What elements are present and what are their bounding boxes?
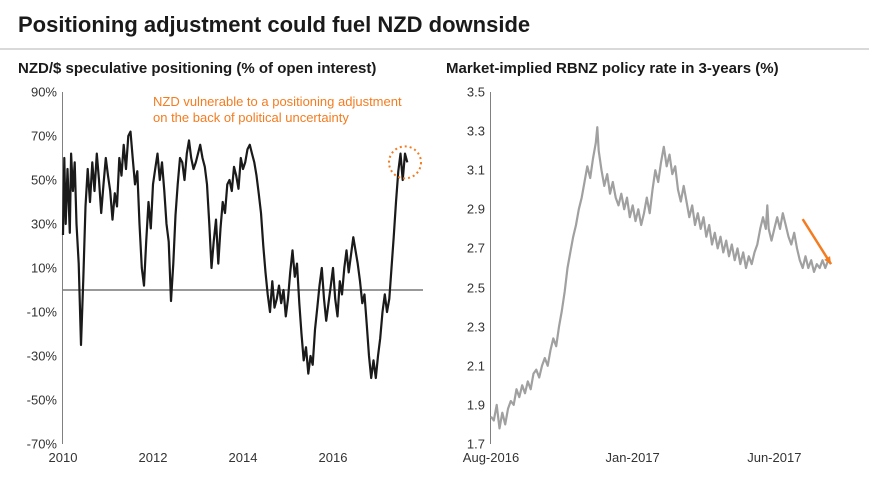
- left-chart-title: NZD/$ speculative positioning (% of open…: [12, 60, 432, 77]
- y-tick-label: 3.1: [467, 163, 485, 178]
- y-tick-label: -10%: [27, 305, 57, 320]
- left-annotation: NZD vulnerable to a positioning adjustme…: [153, 94, 402, 127]
- y-tick-label: 1.9: [467, 397, 485, 412]
- x-tick-label: Aug-2016: [463, 450, 519, 465]
- x-tick-label: 2016: [319, 450, 348, 465]
- y-tick-label: 3.3: [467, 124, 485, 139]
- series-line: [63, 132, 407, 378]
- x-tick-label: Jun-2017: [747, 450, 801, 465]
- series-line: [491, 127, 831, 428]
- page-title: Positioning adjustment could fuel NZD do…: [0, 0, 869, 50]
- y-tick-label: 10%: [31, 261, 57, 276]
- y-tick-label: 90%: [31, 85, 57, 100]
- y-tick-label: 2.9: [467, 202, 485, 217]
- right-chart-title: Market-implied RBNZ policy rate in 3-yea…: [440, 60, 840, 77]
- x-tick-label: 2010: [49, 450, 78, 465]
- y-tick-label: 70%: [31, 129, 57, 144]
- y-tick-label: 2.5: [467, 280, 485, 295]
- x-tick-label: Jan-2017: [606, 450, 660, 465]
- y-tick-label: 2.3: [467, 319, 485, 334]
- chart-svg: [63, 92, 423, 444]
- y-tick-label: 50%: [31, 173, 57, 188]
- y-tick-label: 2.1: [467, 358, 485, 373]
- y-tick-label: 30%: [31, 217, 57, 232]
- left-plot-area: -70%-50%-30%-10%10%30%50%70%90%201020122…: [62, 92, 422, 444]
- arrow-line: [803, 219, 831, 264]
- right-chart-panel: Market-implied RBNZ policy rate in 3-yea…: [440, 60, 840, 480]
- y-tick-label: 3.5: [467, 85, 485, 100]
- left-chart-panel: NZD/$ speculative positioning (% of open…: [12, 60, 432, 480]
- right-plot-area: 1.71.92.12.32.52.72.93.13.33.5Aug-2016Ja…: [490, 92, 830, 444]
- charts-row: NZD/$ speculative positioning (% of open…: [0, 50, 869, 480]
- y-tick-label: 2.7: [467, 241, 485, 256]
- y-tick-label: -30%: [27, 349, 57, 364]
- y-tick-label: -50%: [27, 393, 57, 408]
- x-tick-label: 2014: [229, 450, 258, 465]
- x-tick-label: 2012: [139, 450, 168, 465]
- chart-svg: [491, 92, 831, 444]
